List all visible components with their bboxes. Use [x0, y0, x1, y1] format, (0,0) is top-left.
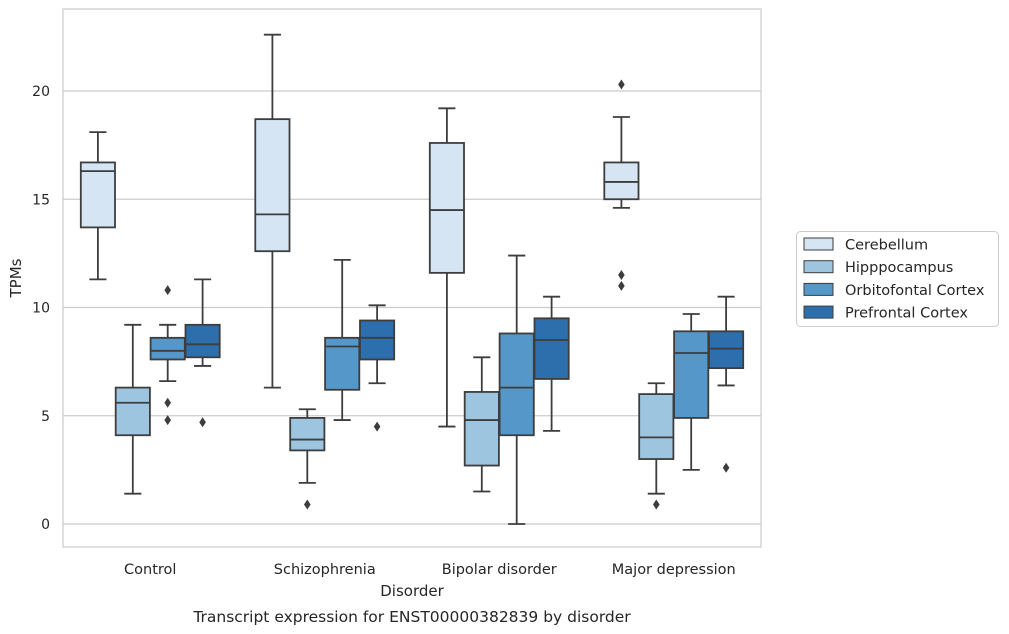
x-tick-label: Schizophrenia [274, 562, 376, 578]
box [603, 161, 640, 201]
box-plot [673, 313, 710, 471]
outlier-point [618, 270, 625, 281]
chart-title: Transcript expression for ENST0000038283… [192, 608, 631, 626]
box-plot [498, 254, 535, 525]
x-tick-label: Bipolar disorder [442, 562, 557, 578]
box-plot [114, 323, 151, 495]
plot-frame [62, 8, 762, 548]
box-plot [428, 107, 465, 428]
y-tick-label: 5 [41, 409, 50, 425]
box-plot [254, 33, 291, 389]
box-plots [79, 33, 745, 525]
box [533, 317, 570, 380]
box [184, 323, 221, 359]
outlier-point [164, 285, 171, 296]
y-tick-label: 0 [41, 517, 50, 533]
outlier-point [618, 79, 625, 90]
box-plot [603, 79, 640, 291]
outlier-point [164, 415, 171, 426]
y-tick-labels: 0 5 10 15 20 [32, 84, 50, 533]
outlier-point [164, 397, 171, 408]
legend-label: Orbitofontal Cortex [845, 283, 985, 299]
box [498, 332, 535, 437]
box [359, 319, 396, 361]
box-plot [533, 295, 570, 432]
box-plot [638, 382, 675, 510]
outlier-point [618, 280, 625, 291]
box [114, 386, 151, 437]
box [289, 417, 326, 452]
box-plot [79, 131, 116, 281]
box-plot [324, 258, 361, 421]
legend-label: Cerebellum [845, 238, 928, 254]
box [638, 393, 675, 460]
x-tick-label: Major depression [612, 562, 736, 578]
y-tick-label: 15 [32, 192, 50, 208]
outlier-point [304, 499, 311, 510]
box [254, 118, 291, 253]
legend-label: Hipppocampus [845, 260, 953, 276]
legend-swatch [803, 237, 834, 251]
box-plot [359, 304, 396, 432]
box [79, 161, 116, 229]
outlier-point [373, 421, 381, 432]
box [673, 330, 710, 419]
legend-frame [796, 231, 999, 327]
box-plot [149, 285, 186, 426]
y-tick-label: 10 [32, 301, 50, 317]
y-tick-label: 20 [32, 84, 50, 100]
box [428, 142, 465, 274]
legend-swatch [803, 305, 834, 319]
box [463, 391, 500, 467]
x-tick-label: Control [124, 562, 176, 578]
box-plot [708, 295, 745, 473]
legend-swatch [803, 282, 834, 296]
box [149, 336, 186, 361]
legend-label: Prefrontal Cortex [845, 306, 968, 322]
box-plot [463, 356, 500, 493]
outlier-point [199, 417, 206, 428]
outlier-point [722, 462, 730, 473]
box-plot [289, 408, 326, 510]
box [708, 330, 745, 370]
x-tick-labels: Control Schizophrenia Bipolar disorder Majo… [124, 562, 736, 578]
box-plot [184, 278, 221, 428]
x-axis-label: Disorder [380, 582, 444, 600]
y-axis-label: TPMs [7, 258, 25, 298]
legend: Cerebellum Hipppocampus Orbitofontal Corte… [796, 231, 999, 327]
outlier-point [653, 499, 660, 510]
legend-swatch [803, 260, 834, 274]
